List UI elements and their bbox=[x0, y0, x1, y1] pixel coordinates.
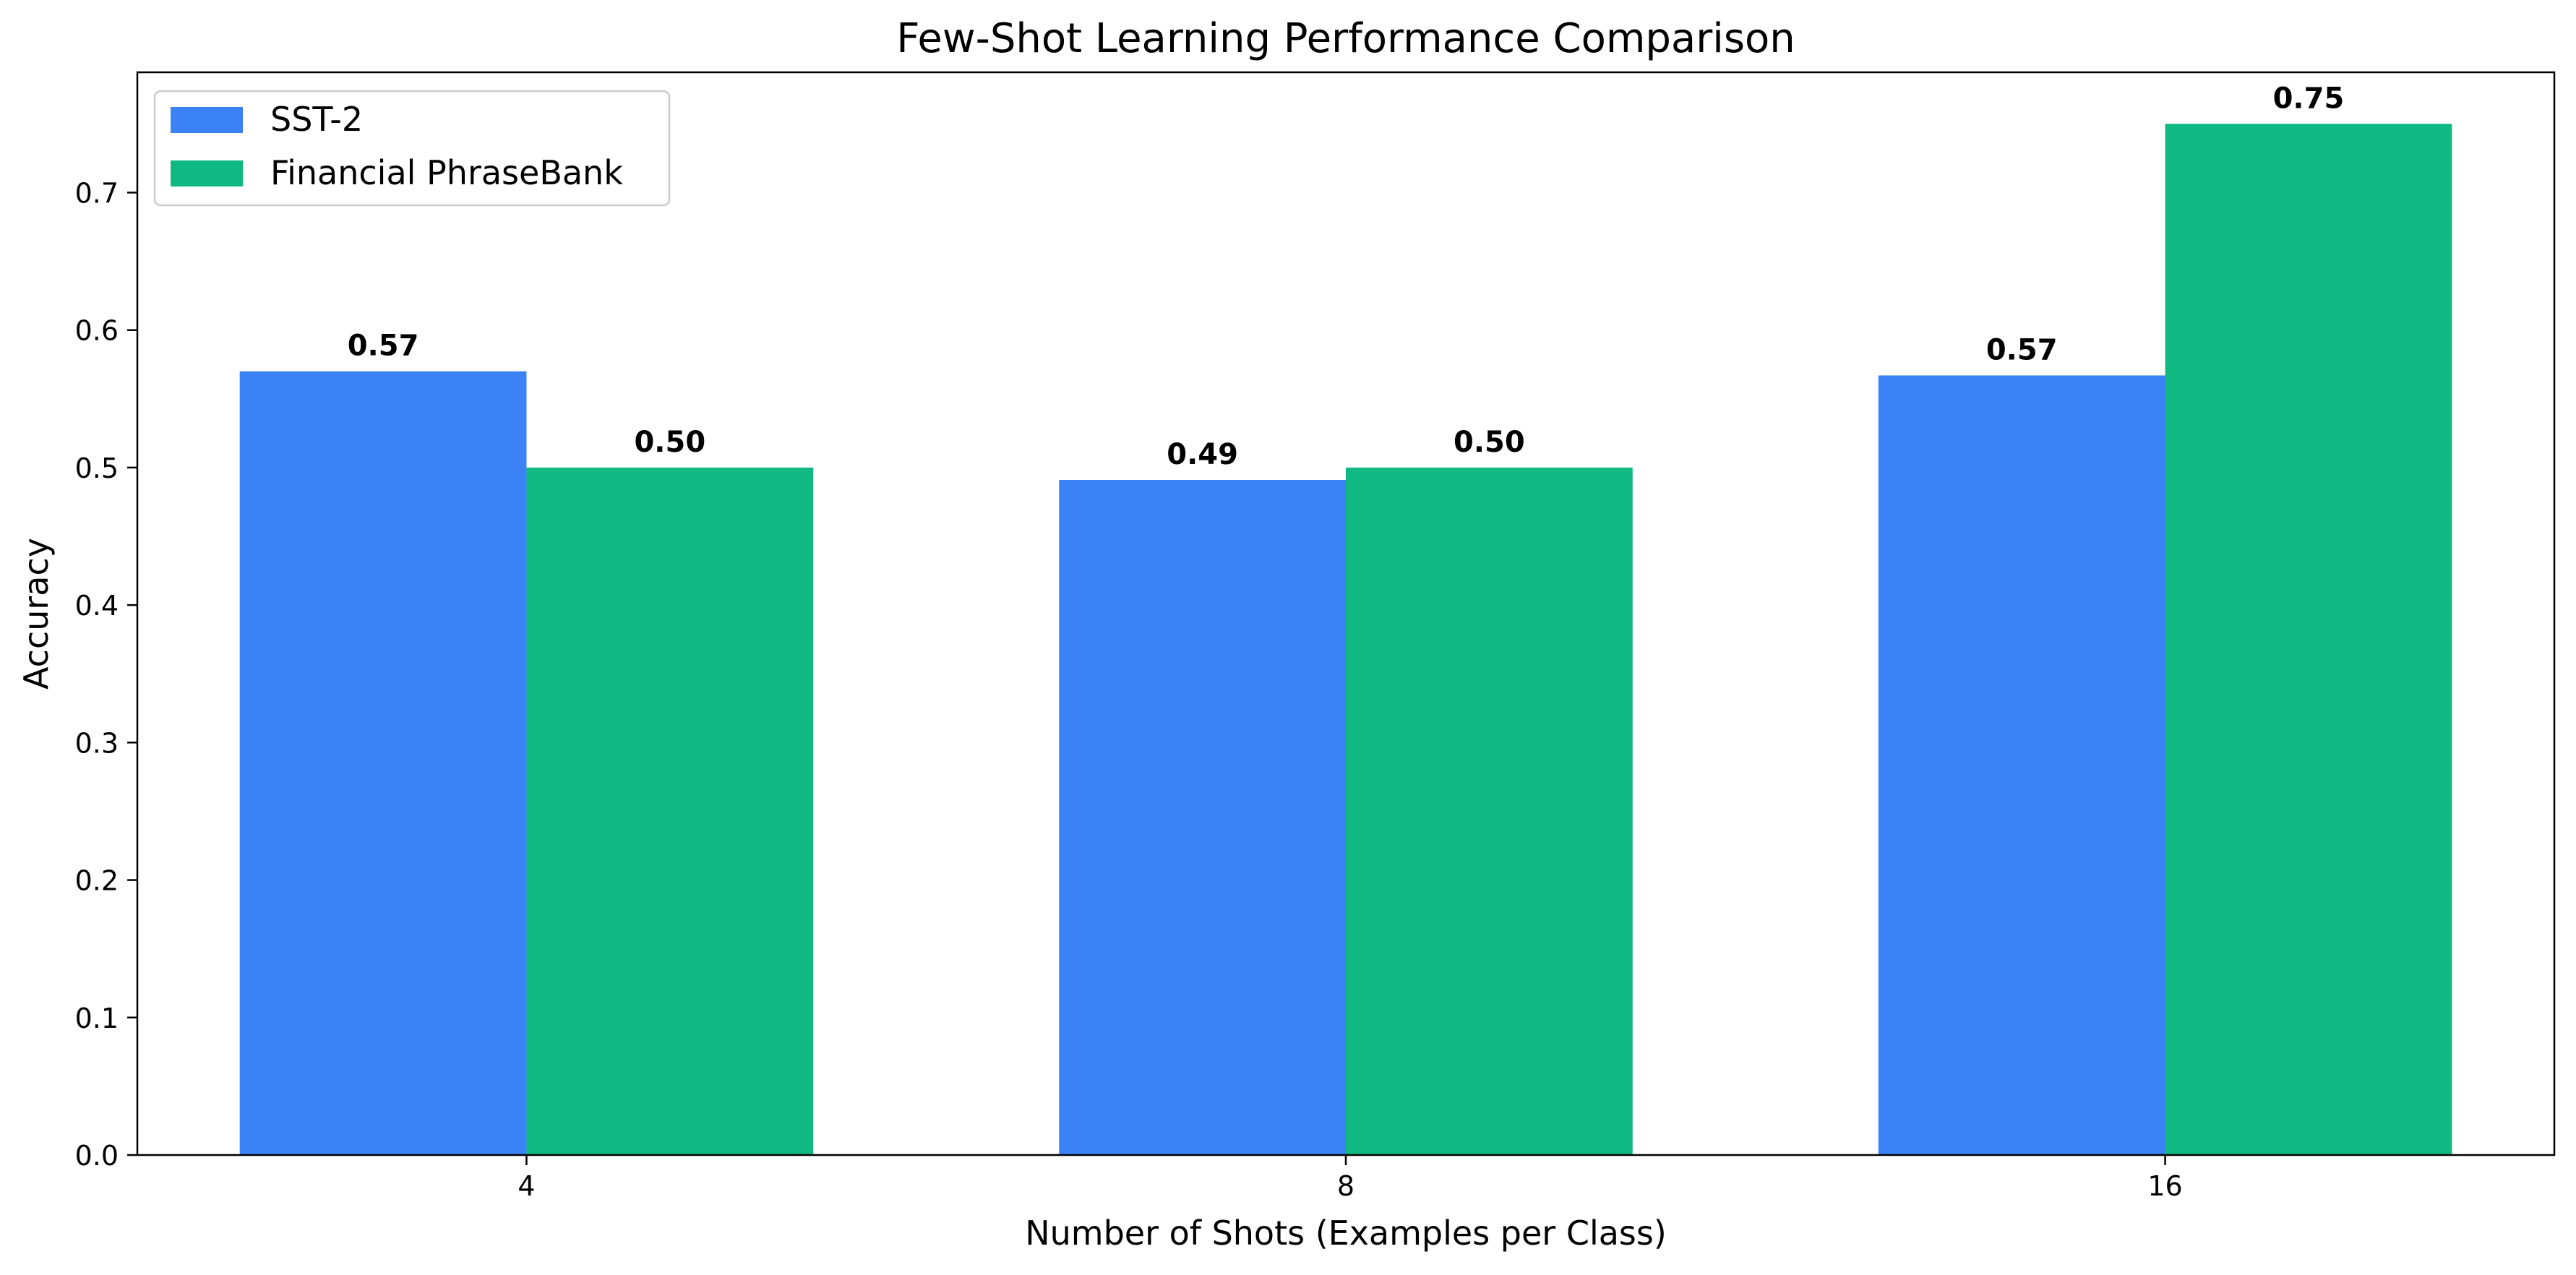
bar-sst-2-16 bbox=[1878, 375, 2165, 1156]
legend-frame bbox=[153, 90, 671, 207]
y-axis-label: Accuracy bbox=[17, 538, 56, 690]
legend-label-financial-phrasebank: Financial PhraseBank bbox=[270, 153, 623, 192]
y-tick-label: 0.2 bbox=[75, 865, 119, 897]
data-label: 0.50 bbox=[1454, 426, 1525, 459]
data-label: 0.57 bbox=[1986, 333, 2058, 366]
x-tick-label: 16 bbox=[2147, 1170, 2182, 1202]
chart-title: Few-Shot Learning Performance Comparison bbox=[896, 15, 1795, 62]
bar-sst-2-8 bbox=[1059, 480, 1346, 1155]
y-tick-label: 0.4 bbox=[75, 590, 119, 622]
y-tick-label: 0.5 bbox=[75, 452, 119, 484]
legend-swatch-financial-phrasebank bbox=[171, 160, 243, 186]
y-tick-label: 0.6 bbox=[75, 315, 119, 347]
data-label: 0.57 bbox=[348, 330, 419, 363]
legend-label-sst2: SST-2 bbox=[270, 100, 363, 139]
bars-layer: 0.57 0.49 0.57 0.50 0.50 0.75 bbox=[239, 82, 2452, 1156]
y-tick-label: 0.3 bbox=[75, 727, 119, 759]
x-tick-label: 4 bbox=[518, 1170, 535, 1202]
bar-sst-2-4 bbox=[239, 371, 527, 1155]
y-tick-label: 0.7 bbox=[75, 177, 119, 209]
x-axis-label: Number of Shots (Examples per Class) bbox=[1025, 1214, 1667, 1253]
bar-financial-phrasebank-16 bbox=[2165, 124, 2452, 1156]
legend: SST-2 Financial PhraseBank bbox=[153, 90, 671, 207]
bar-financial-phrasebank-4 bbox=[526, 467, 814, 1155]
plot-frame bbox=[136, 71, 2556, 1156]
y-tick-label: 0.1 bbox=[75, 1003, 119, 1034]
data-label: 0.75 bbox=[2273, 82, 2345, 115]
data-label: 0.49 bbox=[1167, 438, 1238, 471]
y-tick-label: 0.0 bbox=[75, 1140, 119, 1172]
bar-financial-phrasebank-8 bbox=[1346, 467, 1633, 1155]
data-label: 0.50 bbox=[634, 426, 705, 459]
legend-swatch-sst2 bbox=[171, 107, 243, 133]
x-axis: 4 8 16 bbox=[518, 1155, 2183, 1202]
y-axis: 0.0 0.1 0.2 0.3 0.4 0.5 0.6 0.7 bbox=[75, 177, 137, 1172]
x-tick-label: 8 bbox=[1337, 1170, 1354, 1202]
